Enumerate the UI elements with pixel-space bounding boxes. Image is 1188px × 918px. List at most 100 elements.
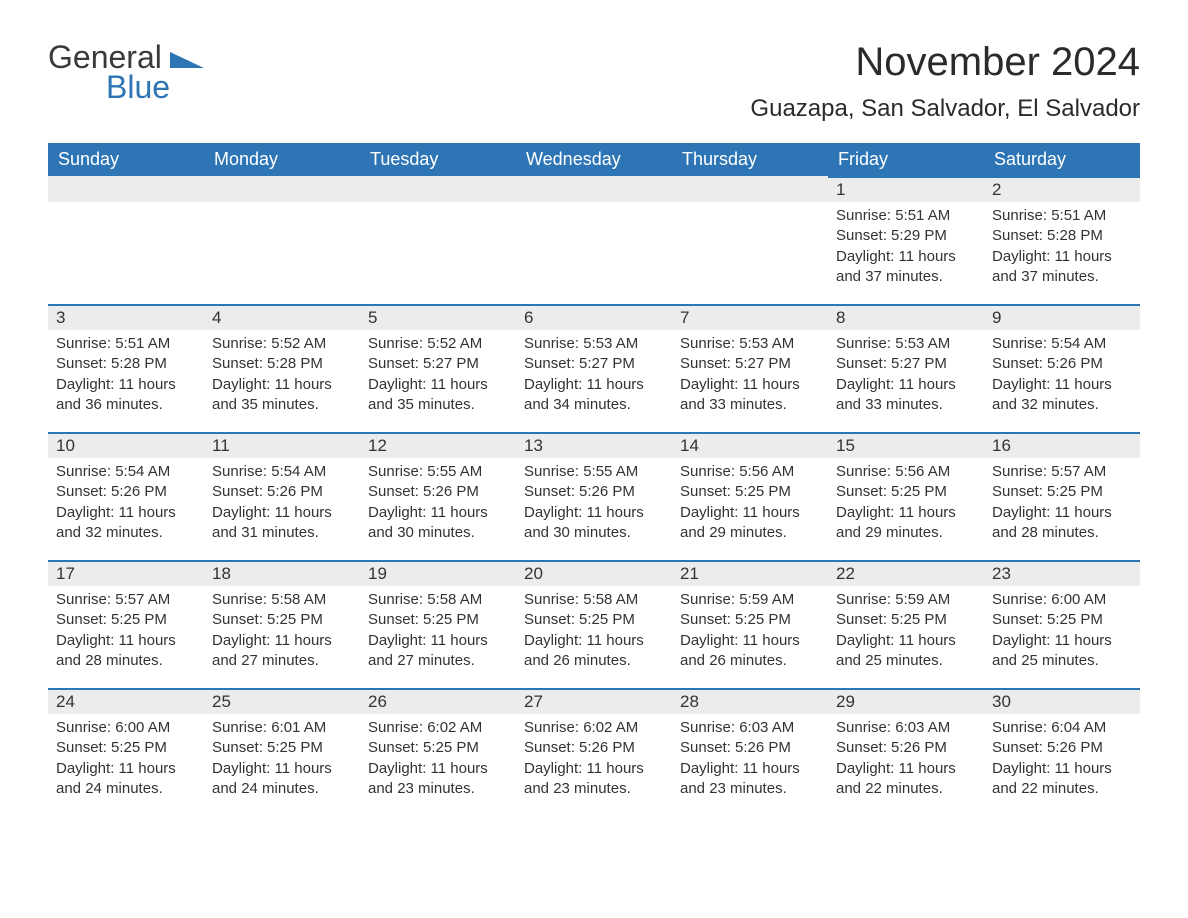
- title-block: November 2024 Guazapa, San Salvador, El …: [750, 40, 1140, 137]
- weekday-header: Saturday: [984, 143, 1140, 176]
- calendar-row: 3Sunrise: 5:51 AMSunset: 5:28 PMDaylight…: [48, 304, 1140, 432]
- sunrise-line: Sunrise: 5:59 AM: [680, 590, 820, 610]
- daylight-line: Daylight: 11 hours and 36 minutes.: [56, 375, 196, 416]
- calendar-row: 10Sunrise: 5:54 AMSunset: 5:26 PMDayligh…: [48, 432, 1140, 560]
- sunrise-line: Sunrise: 6:01 AM: [212, 718, 352, 738]
- weekday-header: Thursday: [672, 143, 828, 176]
- daylight-line: Daylight: 11 hours and 33 minutes.: [836, 375, 976, 416]
- sunset-line: Sunset: 5:28 PM: [992, 226, 1132, 246]
- day-number: 15: [828, 432, 984, 458]
- calendar-cell: 20Sunrise: 5:58 AMSunset: 5:25 PMDayligh…: [516, 560, 672, 688]
- sunrise-line: Sunrise: 6:02 AM: [524, 718, 664, 738]
- sunrise-line: Sunrise: 6:03 AM: [836, 718, 976, 738]
- daylight-line: Daylight: 11 hours and 26 minutes.: [680, 631, 820, 672]
- weekday-header: Tuesday: [360, 143, 516, 176]
- sunrise-line: Sunrise: 5:53 AM: [836, 334, 976, 354]
- weekday-header: Friday: [828, 143, 984, 176]
- day-details: Sunrise: 5:58 AMSunset: 5:25 PMDaylight:…: [204, 586, 360, 675]
- day-details: Sunrise: 5:58 AMSunset: 5:25 PMDaylight:…: [360, 586, 516, 675]
- sunset-line: Sunset: 5:25 PM: [368, 610, 508, 630]
- sunset-line: Sunset: 5:26 PM: [56, 482, 196, 502]
- calendar-cell: 17Sunrise: 5:57 AMSunset: 5:25 PMDayligh…: [48, 560, 204, 688]
- day-details: Sunrise: 5:56 AMSunset: 5:25 PMDaylight:…: [672, 458, 828, 547]
- day-details: Sunrise: 5:52 AMSunset: 5:28 PMDaylight:…: [204, 330, 360, 419]
- weekday-row: SundayMondayTuesdayWednesdayThursdayFrid…: [48, 143, 1140, 176]
- daylight-line: Daylight: 11 hours and 27 minutes.: [212, 631, 352, 672]
- sunrise-line: Sunrise: 5:54 AM: [56, 462, 196, 482]
- brand-text-block: General Blue: [48, 40, 204, 103]
- calendar-cell: 4Sunrise: 5:52 AMSunset: 5:28 PMDaylight…: [204, 304, 360, 432]
- empty-day-bar: [516, 176, 672, 202]
- calendar-cell: 22Sunrise: 5:59 AMSunset: 5:25 PMDayligh…: [828, 560, 984, 688]
- calendar-cell: 13Sunrise: 5:55 AMSunset: 5:26 PMDayligh…: [516, 432, 672, 560]
- sunrise-line: Sunrise: 5:51 AM: [836, 206, 976, 226]
- daylight-line: Daylight: 11 hours and 25 minutes.: [836, 631, 976, 672]
- day-details: Sunrise: 5:58 AMSunset: 5:25 PMDaylight:…: [516, 586, 672, 675]
- calendar-cell: 15Sunrise: 5:56 AMSunset: 5:25 PMDayligh…: [828, 432, 984, 560]
- day-number: 21: [672, 560, 828, 586]
- sunset-line: Sunset: 5:25 PM: [680, 482, 820, 502]
- daylight-line: Daylight: 11 hours and 30 minutes.: [524, 503, 664, 544]
- day-details: Sunrise: 6:00 AMSunset: 5:25 PMDaylight:…: [48, 714, 204, 803]
- day-number: 3: [48, 304, 204, 330]
- calendar-header: SundayMondayTuesdayWednesdayThursdayFrid…: [48, 143, 1140, 176]
- day-details: Sunrise: 6:00 AMSunset: 5:25 PMDaylight:…: [984, 586, 1140, 675]
- day-details: Sunrise: 6:02 AMSunset: 5:26 PMDaylight:…: [516, 714, 672, 803]
- sunrise-line: Sunrise: 5:56 AM: [680, 462, 820, 482]
- day-details: Sunrise: 5:53 AMSunset: 5:27 PMDaylight:…: [516, 330, 672, 419]
- day-details: Sunrise: 6:04 AMSunset: 5:26 PMDaylight:…: [984, 714, 1140, 803]
- sunrise-line: Sunrise: 5:58 AM: [368, 590, 508, 610]
- brand-logo: General Blue: [48, 40, 204, 103]
- daylight-line: Daylight: 11 hours and 31 minutes.: [212, 503, 352, 544]
- day-number: 17: [48, 560, 204, 586]
- calendar-cell: 16Sunrise: 5:57 AMSunset: 5:25 PMDayligh…: [984, 432, 1140, 560]
- sunrise-line: Sunrise: 5:58 AM: [212, 590, 352, 610]
- sunset-line: Sunset: 5:25 PM: [992, 482, 1132, 502]
- sunset-line: Sunset: 5:28 PM: [212, 354, 352, 374]
- sunrise-line: Sunrise: 5:57 AM: [56, 590, 196, 610]
- daylight-line: Daylight: 11 hours and 35 minutes.: [212, 375, 352, 416]
- weekday-header: Wednesday: [516, 143, 672, 176]
- sunset-line: Sunset: 5:26 PM: [368, 482, 508, 502]
- sunrise-line: Sunrise: 6:03 AM: [680, 718, 820, 738]
- weekday-header: Monday: [204, 143, 360, 176]
- sunset-line: Sunset: 5:26 PM: [836, 738, 976, 758]
- day-number: 24: [48, 688, 204, 714]
- day-number: 20: [516, 560, 672, 586]
- day-details: Sunrise: 5:54 AMSunset: 5:26 PMDaylight:…: [984, 330, 1140, 419]
- day-number: 29: [828, 688, 984, 714]
- day-details: Sunrise: 5:57 AMSunset: 5:25 PMDaylight:…: [984, 458, 1140, 547]
- day-details: Sunrise: 5:53 AMSunset: 5:27 PMDaylight:…: [828, 330, 984, 419]
- day-number: 14: [672, 432, 828, 458]
- daylight-line: Daylight: 11 hours and 29 minutes.: [680, 503, 820, 544]
- calendar-cell: 6Sunrise: 5:53 AMSunset: 5:27 PMDaylight…: [516, 304, 672, 432]
- calendar-cell: 11Sunrise: 5:54 AMSunset: 5:26 PMDayligh…: [204, 432, 360, 560]
- sunrise-line: Sunrise: 5:53 AM: [680, 334, 820, 354]
- day-details: Sunrise: 5:54 AMSunset: 5:26 PMDaylight:…: [48, 458, 204, 547]
- calendar-cell: 18Sunrise: 5:58 AMSunset: 5:25 PMDayligh…: [204, 560, 360, 688]
- calendar-cell: 26Sunrise: 6:02 AMSunset: 5:25 PMDayligh…: [360, 688, 516, 816]
- calendar-cell: 10Sunrise: 5:54 AMSunset: 5:26 PMDayligh…: [48, 432, 204, 560]
- sunset-line: Sunset: 5:26 PM: [524, 738, 664, 758]
- day-details: Sunrise: 5:52 AMSunset: 5:27 PMDaylight:…: [360, 330, 516, 419]
- sunset-line: Sunset: 5:29 PM: [836, 226, 976, 246]
- daylight-line: Daylight: 11 hours and 28 minutes.: [56, 631, 196, 672]
- sunset-line: Sunset: 5:26 PM: [524, 482, 664, 502]
- sunrise-line: Sunrise: 5:59 AM: [836, 590, 976, 610]
- empty-day-bar: [204, 176, 360, 202]
- sunset-line: Sunset: 5:25 PM: [56, 738, 196, 758]
- calendar-row: 24Sunrise: 6:00 AMSunset: 5:25 PMDayligh…: [48, 688, 1140, 816]
- day-number: 9: [984, 304, 1140, 330]
- sunset-line: Sunset: 5:27 PM: [836, 354, 976, 374]
- empty-day-bar: [672, 176, 828, 202]
- sunset-line: Sunset: 5:28 PM: [56, 354, 196, 374]
- sunrise-line: Sunrise: 5:52 AM: [212, 334, 352, 354]
- sunrise-line: Sunrise: 5:54 AM: [992, 334, 1132, 354]
- day-number: 23: [984, 560, 1140, 586]
- daylight-line: Daylight: 11 hours and 23 minutes.: [680, 759, 820, 800]
- calendar-cell: 23Sunrise: 6:00 AMSunset: 5:25 PMDayligh…: [984, 560, 1140, 688]
- calendar-cell: 12Sunrise: 5:55 AMSunset: 5:26 PMDayligh…: [360, 432, 516, 560]
- sunset-line: Sunset: 5:25 PM: [992, 610, 1132, 630]
- day-number: 1: [828, 176, 984, 202]
- brand-triangle-icon: [170, 46, 204, 73]
